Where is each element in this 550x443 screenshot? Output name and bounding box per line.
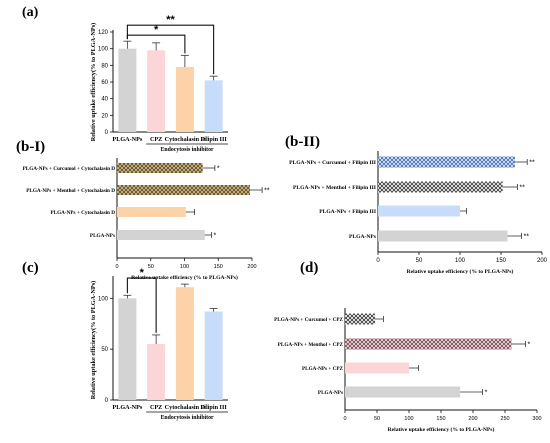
x-tick-label: 300 <box>532 416 541 422</box>
x-axis-label: Relative uptake efficiency (% to PLGA-NP… <box>131 274 238 281</box>
x-tick-label: 0 <box>343 416 346 422</box>
bar <box>345 362 409 374</box>
x-tick-label: 200 <box>247 264 256 270</box>
significance-mark: ** <box>519 185 525 192</box>
x-tick-label: CPZ <box>150 404 162 411</box>
category-label: PLGA-NPs + Menthol + Cytochalasin D <box>26 188 115 194</box>
significance-mark: ** <box>264 188 270 195</box>
y-tick-label: 80 <box>101 63 108 69</box>
y-tick-label: 20 <box>101 113 108 119</box>
panel-label-a: (a) <box>22 5 39 20</box>
significance-bracket <box>126 24 215 75</box>
x-tick-label: Filipin III <box>200 404 227 411</box>
y-axis-label: Relative uptake efficiency(% to PLGA-NPs… <box>90 281 97 400</box>
x-tick-label: 50 <box>416 258 423 264</box>
bar <box>117 207 186 217</box>
panel-label-b2: (b-II) <box>285 134 320 150</box>
bar <box>345 338 512 350</box>
panel-label-c: (c) <box>22 260 39 276</box>
y-tick-label: 40 <box>101 97 108 103</box>
y-axis-label: Relative uptake efficiency(% to PLGA-NPs… <box>90 23 97 142</box>
bar <box>345 313 376 325</box>
bar <box>147 50 166 133</box>
x-tick-label: PLGA-NPs <box>112 136 142 143</box>
x-tick-label: 150 <box>436 416 445 422</box>
bar <box>204 80 223 132</box>
panel-label-b1: (b-I) <box>16 139 45 155</box>
bar <box>378 156 515 168</box>
significance-bracket <box>126 277 157 333</box>
category-label: PLGA-NPs + Curcumol + Cytochalasin D <box>23 166 116 172</box>
x-tick-label: 200 <box>468 416 477 422</box>
bar <box>204 311 223 400</box>
significance-mark: ** <box>529 160 535 167</box>
x-tick-label: 150 <box>496 258 507 264</box>
x-tick-label: 0 <box>115 264 118 270</box>
panel-label-d: (d) <box>300 260 318 276</box>
category-label: PLGA-NPs + Menthol + CPZ <box>278 342 344 348</box>
significance-mark: * <box>154 24 159 36</box>
category-label: PLGA-NPs <box>90 233 115 239</box>
y-tick-label: 50 <box>101 347 108 353</box>
y-tick-label: 0 <box>105 398 109 404</box>
x-tick-label: PLGA-NPs <box>112 404 142 411</box>
bar <box>378 205 460 217</box>
bar <box>147 344 166 400</box>
category-label: PLGA-NPs + Menthol + Filipin III <box>293 185 376 191</box>
category-label: PLGA-NPs + Curcumol + CPZ <box>274 317 343 323</box>
bar <box>175 287 194 400</box>
x-tick-label: 50 <box>374 416 380 422</box>
category-label: PLGA-NPs + Curcumol + Filipin III <box>289 160 376 166</box>
significance-mark: * <box>485 390 488 397</box>
x-tick-label: Cytochalasin D <box>165 404 206 411</box>
category-label: PLGA-NPs + Filipin III <box>319 209 376 215</box>
chart-b2: 0 50 100 150 200 Relative uptake efficiency (… <box>289 151 548 275</box>
group-label: Endocytosis inhibitor <box>161 147 214 153</box>
significance-mark: ** <box>524 234 530 241</box>
bar <box>378 181 503 193</box>
y-tick-label: 100 <box>98 296 109 302</box>
bar <box>345 386 461 398</box>
significance-mark: * <box>214 233 217 240</box>
category-label: PLGA-NPs <box>318 390 343 396</box>
bar <box>175 67 194 132</box>
bar <box>378 230 508 242</box>
x-tick-label: 100 <box>455 258 466 264</box>
bar <box>117 230 205 240</box>
bar <box>117 185 250 195</box>
y-tick-label: 0 <box>105 130 109 136</box>
significance-mark: * <box>527 342 530 349</box>
chart-d: 0 50 100 150 200 250 300 Relative uptake effici… <box>274 308 542 433</box>
x-tick-label: 100 <box>180 264 189 270</box>
significance-mark: * <box>140 267 145 279</box>
significance-mark: ** <box>166 14 175 26</box>
y-tick-label: 60 <box>101 80 108 86</box>
x-tick-label: 50 <box>148 264 154 270</box>
x-tick-label: 0 <box>376 258 380 264</box>
chart-b1: 0 50 100 150 200 Relative uptake efficiency (… <box>23 158 270 281</box>
x-tick-label: Cytochalasin D <box>165 136 206 143</box>
x-tick-label: Filipin III <box>200 136 227 143</box>
bar <box>118 298 137 400</box>
group-label: Endocytosis inhibitor <box>161 415 214 421</box>
bar <box>117 163 203 173</box>
y-tick-label: 100 <box>98 47 109 53</box>
x-tick-label: 200 <box>537 258 548 264</box>
category-label: PLGA-NPs + CPZ <box>302 366 344 372</box>
x-axis-label: Relative uptake efficiency (% to PLGA-NP… <box>407 268 514 275</box>
x-axis-label: Relative uptake efficiency (% to PLGA-NP… <box>388 426 495 433</box>
category-label: PLGA-NPs + Cytochalasin D <box>51 210 116 216</box>
significance-mark: * <box>217 166 220 173</box>
x-tick-label: 250 <box>500 416 509 422</box>
category-label: PLGA-NPs <box>349 234 377 240</box>
x-tick-label: CPZ <box>150 136 162 143</box>
x-tick-label: 150 <box>214 264 223 270</box>
bar <box>118 48 137 132</box>
x-tick-label: 100 <box>404 416 413 422</box>
y-tick-label: 120 <box>98 30 109 36</box>
